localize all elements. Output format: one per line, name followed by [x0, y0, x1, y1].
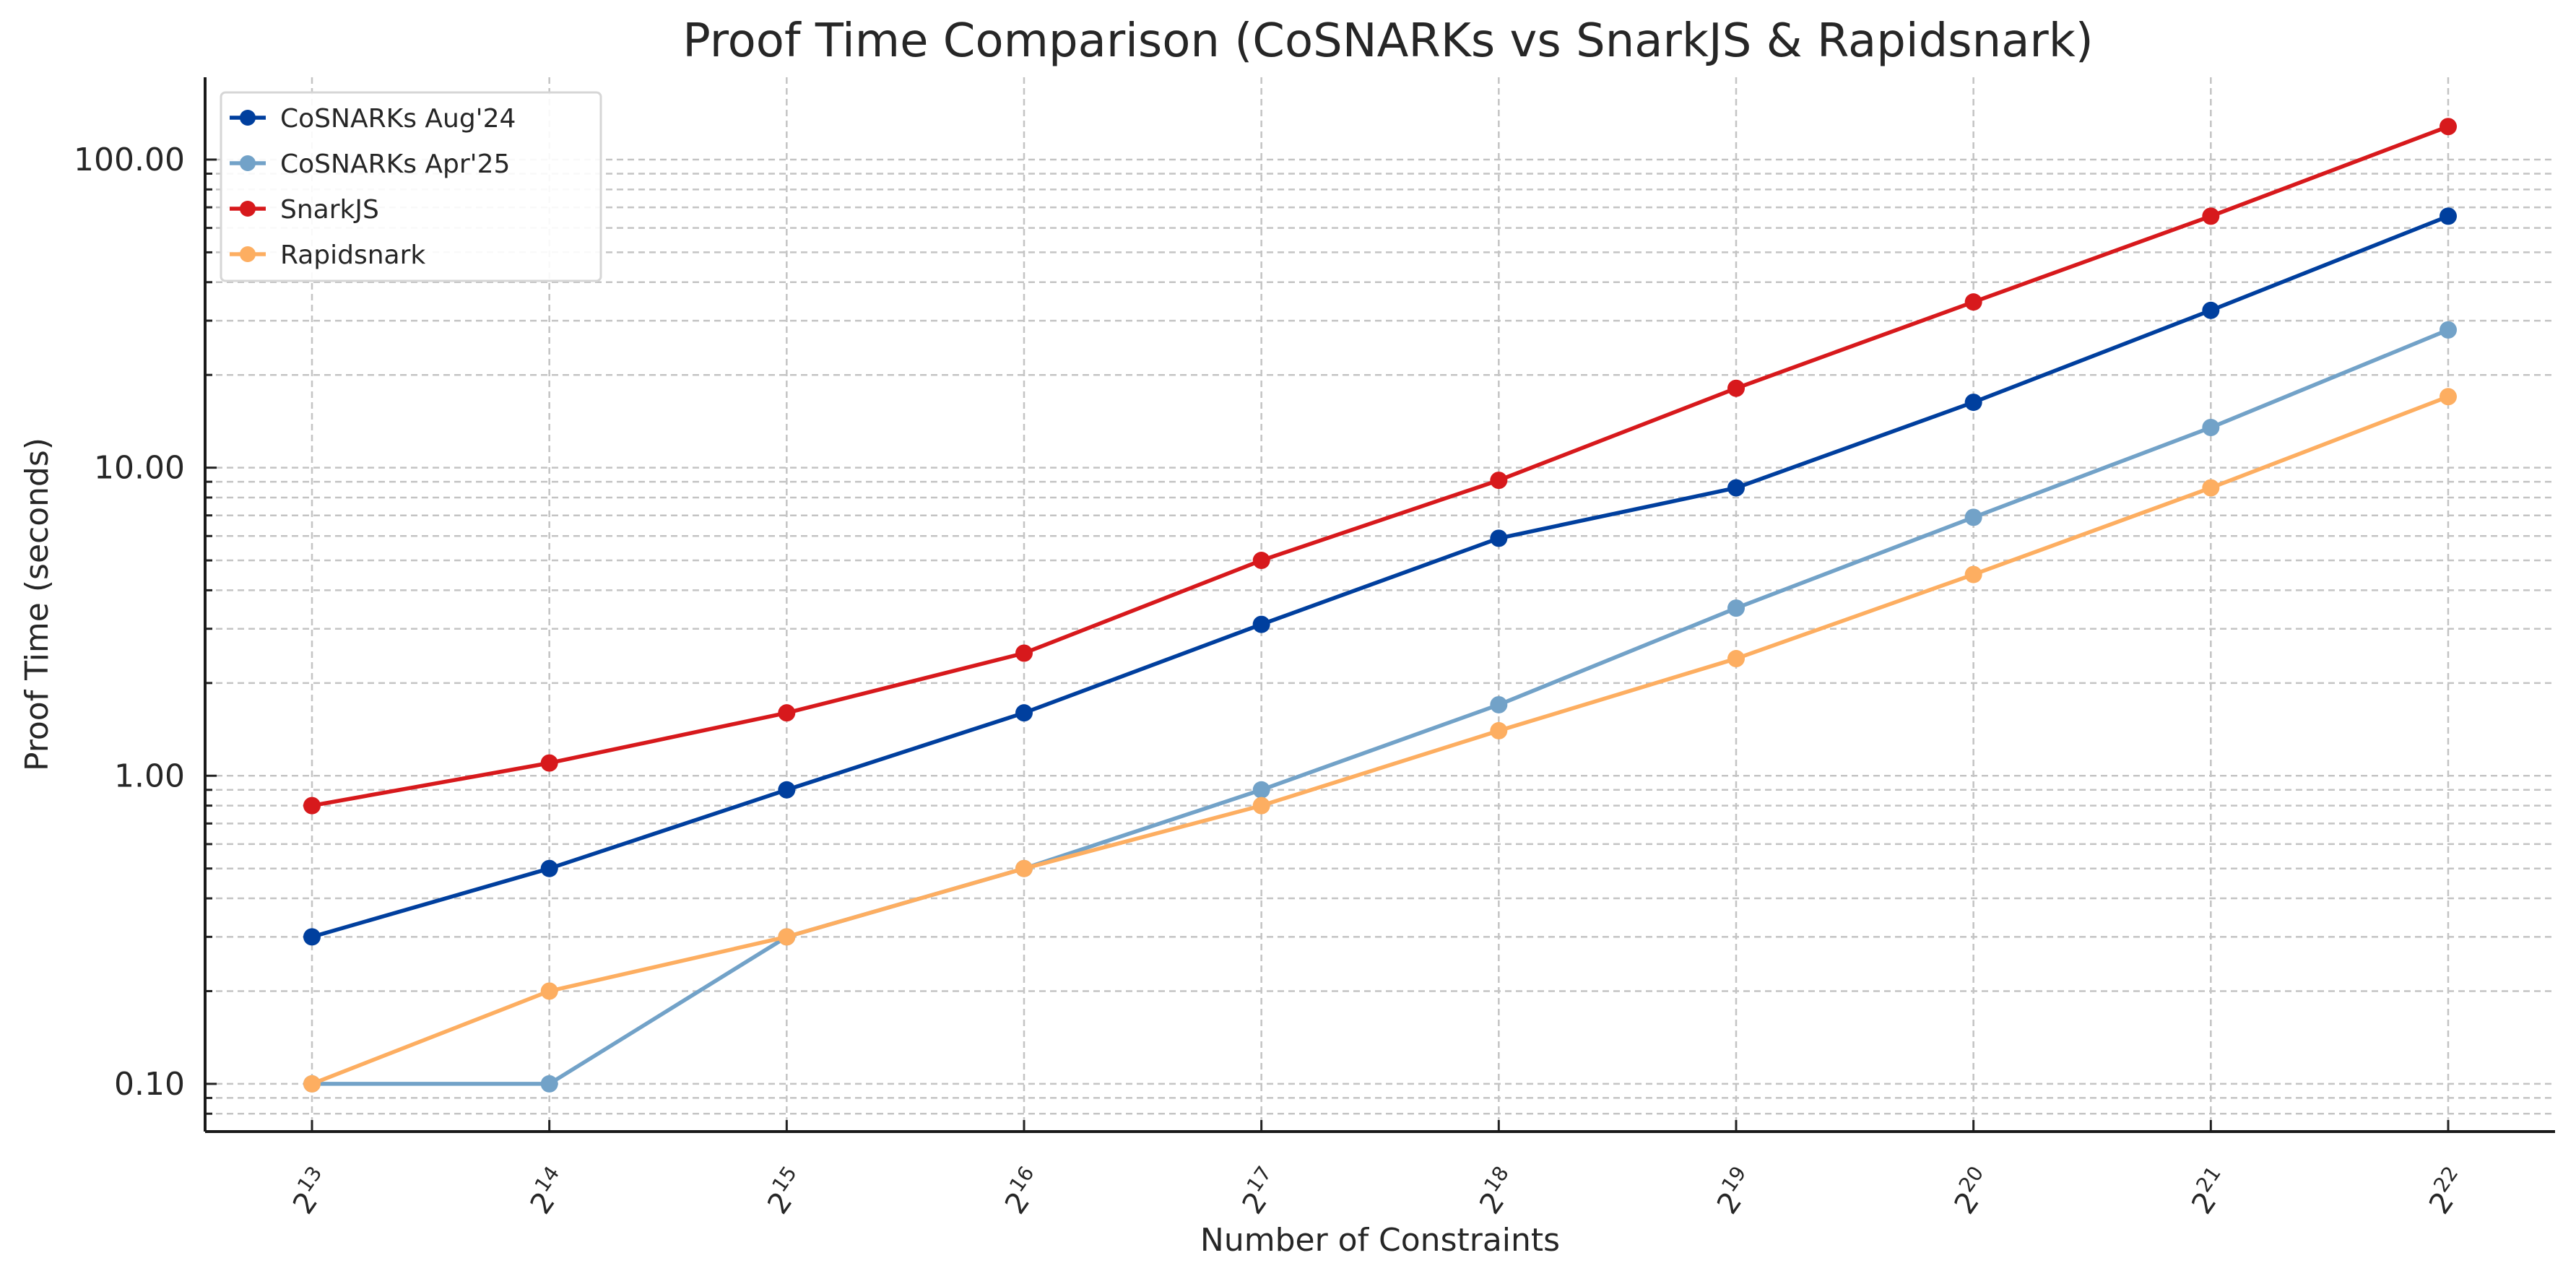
data-point [2202, 301, 2220, 319]
legend-label: Rapidsnark [280, 240, 425, 270]
data-point [2202, 479, 2220, 497]
x-tick-label: 219 [1706, 1162, 1763, 1220]
data-point [1727, 379, 1745, 397]
data-point [1490, 721, 1508, 739]
data-point [303, 1075, 321, 1093]
legend-label: SnarkJS [280, 195, 379, 225]
data-point [540, 1075, 558, 1093]
y-tick-label: 10.00 [94, 450, 185, 487]
y-tick-label: 0.10 [114, 1066, 185, 1103]
series-line [311, 394, 2449, 1086]
data-point [778, 781, 796, 799]
data-point [2440, 321, 2457, 339]
legend-swatch-marker [240, 110, 256, 126]
data-point [2202, 207, 2220, 225]
series-line [311, 214, 2450, 939]
x-tick-label: 213 [282, 1162, 339, 1220]
x-axis-label: Number of Constraints [1200, 1222, 1560, 1259]
data-point [1252, 781, 1270, 799]
legend-swatch-marker [240, 246, 256, 262]
data-point [1727, 599, 1745, 617]
data-point [1252, 615, 1270, 633]
y-axis-label: Proof Time (seconds) [19, 438, 56, 771]
x-tick-label: 216 [994, 1162, 1051, 1220]
x-tick-label: 214 [519, 1162, 576, 1220]
data-point [1252, 552, 1270, 570]
x-tick-label: 218 [1469, 1162, 1526, 1220]
y-tick-label: 1.00 [114, 758, 185, 794]
data-point [303, 797, 321, 815]
data-point [1727, 479, 1745, 497]
data-point [540, 859, 558, 877]
data-point [1964, 394, 1982, 412]
data-point [540, 754, 558, 772]
data-point [1015, 859, 1033, 877]
series-layer [303, 118, 2457, 1093]
x-tick-label: 221 [2181, 1162, 2238, 1220]
data-point [2440, 207, 2457, 225]
data-point [2202, 419, 2220, 437]
legend-swatch-marker [240, 201, 256, 217]
data-point [1490, 472, 1508, 490]
chart-title: Proof Time Comparison (CoSNARKs vs Snark… [682, 14, 2094, 68]
data-point [1490, 529, 1508, 547]
data-point [540, 982, 558, 1000]
data-point [1015, 644, 1033, 662]
data-point [2440, 388, 2457, 406]
data-point [303, 928, 321, 946]
data-point [1964, 508, 1982, 526]
data-point [1252, 797, 1270, 815]
data-point [1490, 695, 1508, 713]
x-tick-label: 217 [1231, 1162, 1288, 1220]
series-line [312, 328, 2450, 1086]
x-tick-label: 222 [2418, 1162, 2475, 1220]
legend-label: CoSNARKs Apr'25 [280, 149, 510, 179]
legend-box [220, 91, 602, 282]
series-line [311, 124, 2449, 808]
legend: CoSNARKs Aug'24 CoSNARKs Apr'25 SnarkJS Rap… [220, 91, 602, 282]
y-tick-label: 100.00 [74, 142, 185, 178]
data-point [1964, 565, 1982, 583]
legend-label: CoSNARKs Aug'24 [280, 104, 516, 134]
legend-swatch-marker [240, 155, 256, 171]
x-tick-label: 215 [757, 1162, 814, 1220]
data-point [1015, 704, 1033, 722]
data-point [1727, 650, 1745, 668]
x-tick-label: 220 [1943, 1162, 2000, 1220]
data-point [778, 928, 796, 946]
data-point [778, 704, 796, 722]
data-point [1964, 293, 1982, 311]
data-point [2440, 118, 2457, 136]
